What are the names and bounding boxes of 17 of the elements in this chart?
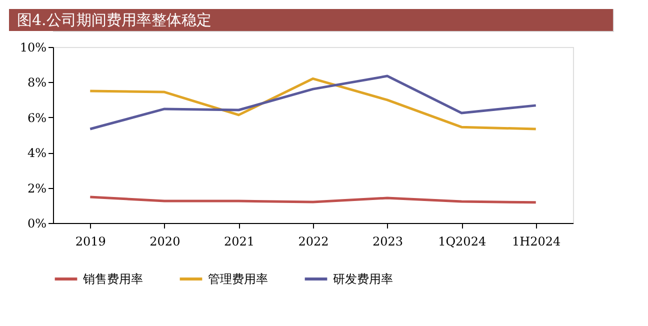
chart-title: 图4.公司期间费用率整体稳定 xyxy=(17,11,212,29)
y-tick-label: 2% xyxy=(27,181,46,196)
y-tick-label: 4% xyxy=(27,146,46,160)
y-tick-label: 6% xyxy=(27,110,46,125)
y-tick-label: 0% xyxy=(27,216,46,230)
y-tick-label: 8% xyxy=(27,76,46,90)
legend-label: 研发费用率 xyxy=(333,272,393,286)
x-tick-label: 2023 xyxy=(372,234,404,248)
x-tick-label: 2019 xyxy=(75,234,106,248)
y-tick-label: 10% xyxy=(20,40,46,54)
x-tick-label: 2021 xyxy=(224,234,254,248)
x-tick-label: 1H2024 xyxy=(512,234,562,248)
x-tick-label: 2020 xyxy=(150,234,180,248)
legend-label: 管理费用率 xyxy=(208,272,268,286)
x-tick-label: 2022 xyxy=(298,234,329,248)
x-tick-label: 1Q2024 xyxy=(438,234,486,248)
legend-label: 销售费用率 xyxy=(82,272,143,286)
